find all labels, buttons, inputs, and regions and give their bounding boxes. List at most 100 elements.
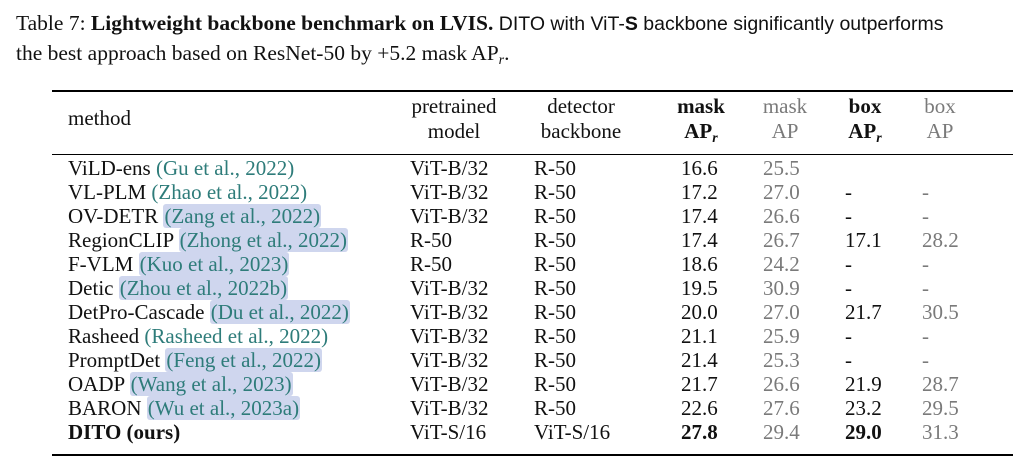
mask-ap-cell: 25.5 (763, 156, 800, 180)
mask-ap-cell: 27.6 (763, 396, 800, 420)
detector-cell: R-50 (534, 396, 576, 420)
box-apr-cell: - (845, 204, 852, 228)
mask-ap-cell: 26.6 (763, 204, 800, 228)
method-name: F-VLM (68, 252, 134, 276)
pretrained-cell: ViT-B/32 (410, 156, 489, 180)
caption-text-mid: backbone significantly outperforms (637, 13, 944, 35)
pretrained-cell: ViT-B/32 (410, 300, 489, 324)
mask-apr-cell: 17.4 (681, 228, 718, 252)
method-cell: OV-DETR (Zang et al., 2022) (68, 204, 322, 228)
citation-link[interactable]: (Gu et al., 2022) (155, 156, 295, 180)
method-name: PromptDet (68, 348, 161, 372)
header-box-apr-sub: r (876, 131, 882, 146)
box-ap-cell: 28.2 (922, 228, 959, 252)
box-apr-cell: - (845, 348, 852, 372)
box-apr-cell: - (845, 276, 852, 300)
pretrained-cell: ViT-B/32 (410, 348, 489, 372)
detector-cell: R-50 (534, 324, 576, 348)
box-ap-cell: 31.3 (922, 420, 959, 444)
mask-ap-cell: 30.9 (763, 276, 800, 300)
table-caption: Table 7: Lightweight backbone benchmark … (16, 9, 1026, 75)
mask-ap-cell: 26.7 (763, 228, 800, 252)
mask-apr-cell: 21.1 (681, 324, 718, 348)
mask-apr-cell: 27.8 (681, 420, 718, 444)
citation-link[interactable]: (Wang et al., 2023) (129, 372, 293, 396)
table-row: Detic (Zhou et al., 2022b) ViT-B/32 R-50 19… (52, 276, 1013, 300)
mask-apr-cell: 18.6 (681, 252, 718, 276)
method-cell: BARON (Wu et al., 2023a) (68, 396, 301, 420)
citation-link[interactable]: (Zhao et al., 2022) (151, 180, 308, 204)
box-apr-cell: - (845, 180, 852, 204)
mask-apr-cell: 16.6 (681, 156, 718, 180)
table-row: DetPro-Cascade (Du et al., 2022) ViT-B/32… (52, 300, 1013, 324)
caption-line2-sub: r (498, 53, 505, 68)
table-row: VL-PLM (Zhao et al., 2022) ViT-B/32 R-50 17… (52, 180, 1013, 204)
header-box-ap-line1: box (924, 94, 956, 118)
citation-link[interactable]: (Wu et al., 2023a) (146, 396, 301, 420)
detector-cell: R-50 (534, 204, 576, 228)
detector-cell: R-50 (534, 300, 576, 324)
table-row: BARON (Wu et al., 2023a) ViT-B/32 R-50 22.6… (52, 396, 1013, 420)
method-name: OADP (68, 372, 125, 396)
table-row: DITO (ours) ViT-S/16 ViT-S/16 27.8 29.4 29.0 3… (52, 420, 1013, 444)
citation-link[interactable]: (Zang et al., 2022) (163, 204, 322, 228)
box-ap-cell: - (922, 180, 929, 204)
box-apr-cell: - (845, 252, 852, 276)
method-name: Detic (68, 276, 114, 300)
caption-text-pre: DITO with ViT- (493, 13, 625, 35)
header-mask-apr-line2: APr (666, 119, 736, 151)
caption-line2-end: . (504, 41, 510, 65)
detector-cell: R-50 (534, 252, 576, 276)
box-ap-cell: - (922, 252, 929, 276)
box-ap-cell: 30.5 (922, 300, 959, 324)
method-name: OV-DETR (68, 204, 159, 228)
header-pretrained: pretrained model (404, 94, 504, 144)
box-apr-cell: 17.1 (845, 228, 882, 252)
caption-title: Lightweight backbone benchmark on LVIS. (90, 11, 494, 35)
pretrained-cell: ViT-B/32 (410, 204, 489, 228)
detector-cell: R-50 (534, 372, 576, 396)
citation-link[interactable]: (Du et al., 2022) (209, 300, 350, 324)
pretrained-cell: ViT-B/32 (410, 180, 489, 204)
mask-apr-cell: 17.4 (681, 204, 718, 228)
header-box-apr-line1: box (848, 94, 882, 118)
box-apr-cell: - (845, 324, 852, 348)
box-apr-cell: 21.9 (845, 372, 882, 396)
pretrained-cell: R-50 (410, 252, 452, 276)
mask-apr-cell: 21.7 (681, 372, 718, 396)
box-ap-cell: - (922, 324, 929, 348)
header-mask-ap: mask AP (750, 94, 820, 144)
table-row: PromptDet (Feng et al., 2022) ViT-B/32 R-5… (52, 348, 1013, 372)
mask-apr-cell: 22.6 (681, 396, 718, 420)
method-cell: DetPro-Cascade (Du et al., 2022) (68, 300, 350, 324)
detector-cell: ViT-S/16 (534, 420, 611, 444)
method-name: VL-PLM (68, 180, 147, 204)
table-row: Rasheed (Rasheed et al., 2022) ViT-B/32 R-… (52, 324, 1013, 348)
pretrained-cell: ViT-B/32 (410, 372, 489, 396)
citation-link[interactable]: (Kuo et al., 2023) (138, 252, 290, 276)
table-row: ViLD-ens (Gu et al., 2022) ViT-B/32 R-50 16… (52, 156, 1013, 180)
citation-link[interactable]: (Zhou et al., 2022b) (118, 276, 289, 300)
header-box-ap-line2: AP (926, 119, 954, 143)
box-ap-cell: 28.7 (922, 372, 959, 396)
method-cell: ViLD-ens (Gu et al., 2022) (68, 156, 294, 180)
caption-line2-text: the best approach based on ResNet-50 by … (16, 41, 499, 65)
pretrained-cell: ViT-B/32 (410, 276, 489, 300)
header-detector-line2: backbone (540, 119, 622, 143)
header-detector-line1: detector (547, 94, 615, 118)
bottom-rule (52, 454, 1013, 456)
citation-link[interactable]: (Feng et al., 2022) (165, 348, 322, 372)
header-rule (52, 154, 1013, 155)
box-apr-cell: 21.7 (845, 300, 882, 324)
mask-ap-cell: 26.6 (763, 372, 800, 396)
method-cell: RegionCLIP (Zhong et al., 2022) (68, 228, 349, 252)
citation-link[interactable]: (Zhong et al., 2022) (178, 228, 349, 252)
method-name: RegionCLIP (68, 228, 174, 252)
box-apr-cell: 29.0 (845, 420, 882, 444)
header-box-apr-line2: APr (830, 119, 900, 151)
citation-link[interactable]: (Rasheed et al., 2022) (144, 324, 329, 348)
mask-apr-cell: 21.4 (681, 348, 718, 372)
detector-cell: R-50 (534, 180, 576, 204)
caption-text-s: S (624, 13, 638, 35)
method-cell: Rasheed (Rasheed et al., 2022) (68, 324, 328, 348)
